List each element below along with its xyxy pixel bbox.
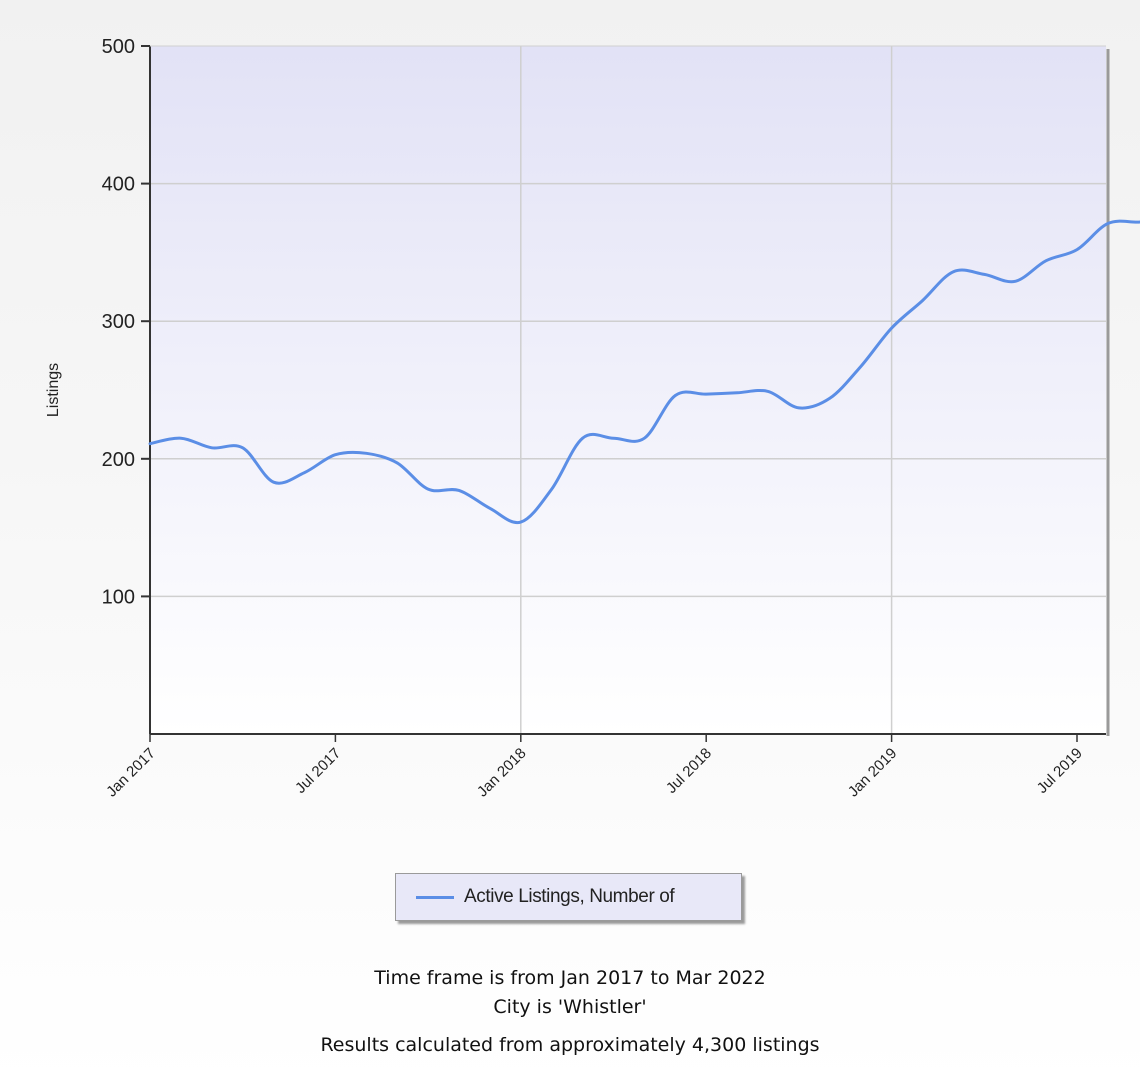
data-point: [1137, 221, 1140, 224]
data-point: [1076, 248, 1078, 251]
series-line-active-listings: [148, 219, 1140, 525]
data-point: [581, 437, 584, 440]
legend-swatch: [416, 895, 454, 899]
data-point: [210, 446, 213, 449]
legend: Active Listings, Number of: [395, 873, 742, 921]
data-point: [179, 437, 182, 440]
data-point: [365, 452, 368, 455]
data-point: [921, 299, 924, 302]
y-tick-label: 400: [102, 174, 135, 196]
x-tick-label: Jan 2017: [103, 745, 159, 801]
data-point: [705, 393, 708, 396]
data-point: [334, 453, 337, 456]
data-point: [427, 488, 430, 491]
data-point: [952, 270, 955, 273]
footer-results: Results calculated from approximately 4,…: [320, 1034, 820, 1056]
y-tick-labels: 100 200 300 400 500: [102, 36, 135, 608]
data-point: [550, 488, 553, 491]
line-chart: 100 200 300 400 500 Jan 2017 Jul 2017 Jan 2018…: [45, 36, 1140, 801]
y-tick-label: 200: [102, 449, 135, 471]
data-point: [859, 365, 862, 368]
data-point: [1014, 280, 1017, 283]
x-tick-label: Jul 2018: [663, 745, 715, 797]
data-point: [983, 273, 986, 276]
data-point: [303, 471, 306, 474]
data-point: [767, 390, 769, 393]
footer-city: City is 'Whistler': [493, 996, 647, 1018]
axes: [141, 45, 1110, 742]
x-tick-labels: Jan 2017 Jul 2017 Jan 2018 Jul 2018 Jan 2019…: [103, 745, 1086, 801]
y-axis-title: Listings: [45, 363, 62, 417]
y-tick-label: 500: [102, 36, 135, 58]
data-point: [643, 437, 646, 440]
grid: [150, 46, 1106, 734]
data-point: [828, 397, 831, 400]
data-point: [272, 481, 275, 484]
data-point: [241, 446, 244, 449]
x-tick-label: Jul 2017: [292, 745, 344, 797]
data-point: [890, 327, 893, 330]
data-point: [519, 521, 522, 524]
footer-time-frame: Time frame is from Jan 2017 to Mar 2022: [374, 967, 766, 989]
data-point: [488, 507, 491, 510]
data-point: [1106, 222, 1109, 225]
data-point: [736, 391, 739, 394]
data-point: [1045, 259, 1048, 262]
data-point: [612, 437, 615, 440]
y-tick-label: 100: [102, 586, 135, 608]
plot-area: [150, 46, 1106, 734]
data-point: [396, 461, 399, 464]
data-point: [458, 489, 460, 492]
data-point: [674, 394, 677, 397]
x-tick-label: Jan 2018: [474, 745, 530, 801]
x-tick-label: Jan 2019: [845, 745, 901, 801]
legend-label: Active Listings, Number of: [464, 886, 675, 907]
x-tick-label: Jul 2019: [1034, 745, 1086, 797]
y-tick-label: 300: [102, 311, 135, 333]
series-layer: [148, 219, 1140, 525]
data-point: [797, 406, 800, 409]
data-point: [149, 442, 151, 445]
